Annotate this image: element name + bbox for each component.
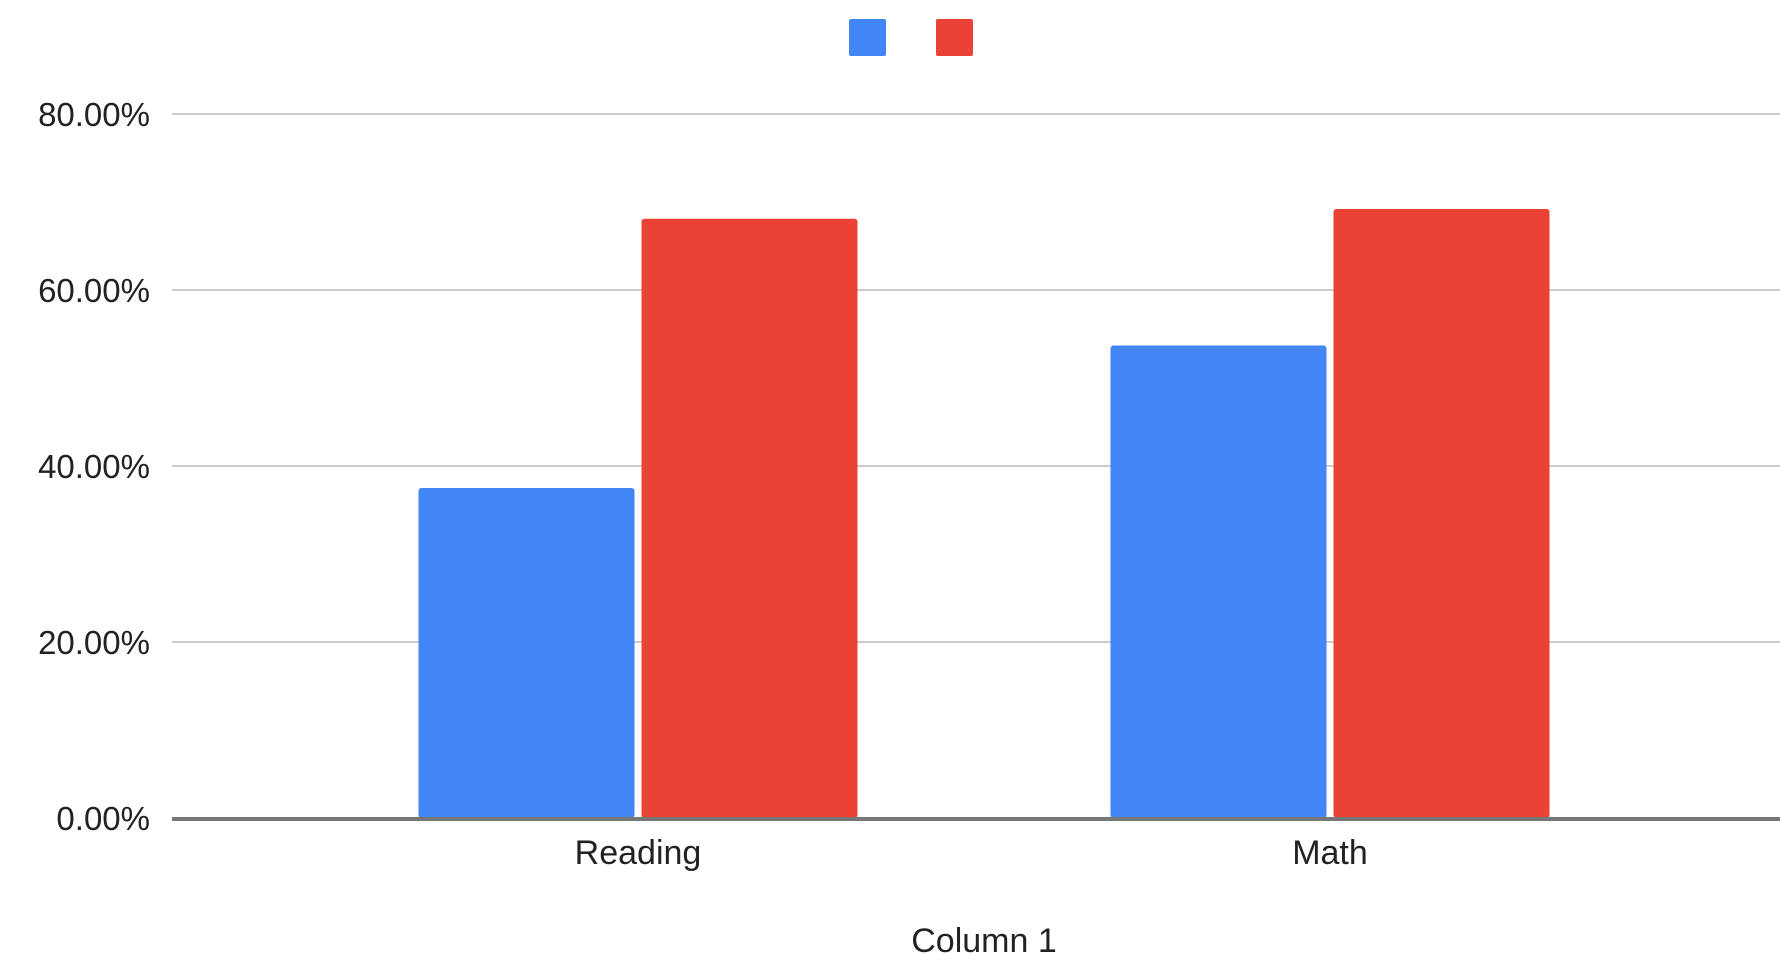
y-tick-label: 60.00% — [38, 272, 150, 309]
bars — [418, 209, 1550, 819]
legend-swatch-series-2 — [936, 19, 973, 56]
category-label-math: Math — [1292, 834, 1368, 872]
bar-math-series-1 — [1110, 345, 1327, 818]
y-tick-label: 80.00% — [38, 96, 150, 133]
bar-reading-series-1 — [418, 488, 635, 818]
category-label-reading: Reading — [575, 834, 702, 872]
bar-math-series-2 — [1333, 209, 1550, 819]
y-tick-label: 0.00% — [56, 800, 150, 837]
category-labels: Reading Math — [575, 834, 1368, 872]
y-tick-labels: 0.00% 20.00% 40.00% 60.00% 80.00% — [38, 96, 150, 837]
legend-swatch-series-1 — [849, 19, 886, 56]
y-tick-label: 20.00% — [38, 624, 150, 661]
x-axis-title: Column 1 — [911, 922, 1057, 960]
y-tick-label: 40.00% — [38, 448, 150, 485]
legend — [849, 19, 973, 56]
bar-reading-series-2 — [641, 218, 858, 819]
